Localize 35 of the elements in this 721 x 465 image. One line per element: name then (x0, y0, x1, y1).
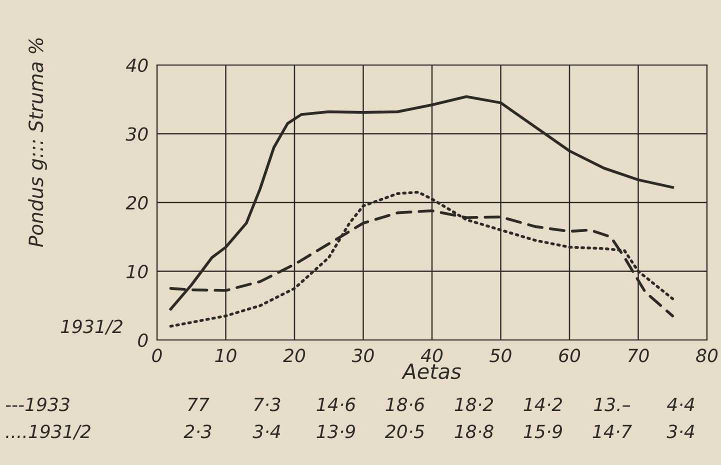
y-tick-label: 0 (138, 333, 148, 348)
x-tick-label: 20 (283, 348, 306, 362)
x-tick-label: 0 (152, 348, 162, 362)
y-tick-label: 30 (126, 127, 148, 141)
x-tick-label: 60 (559, 348, 580, 362)
text: 18·6 (386, 398, 424, 412)
text: 20·5 (384, 424, 424, 438)
x-axis-title: Aetas (401, 364, 461, 380)
text: 15·9 (524, 424, 562, 438)
y-axis-title: Pondus g::: Struma % (28, 38, 47, 247)
text: 14·6 (316, 398, 356, 412)
x-tick-label: 30 (352, 348, 374, 362)
text: 18·2 (454, 398, 493, 412)
text: 4·4 (666, 398, 694, 411)
text: 13·9 (316, 424, 355, 438)
text: 14·2 (524, 398, 562, 411)
x-tick-label: 50 (490, 348, 512, 362)
x-tick-label: 40 (420, 348, 443, 362)
text: 18·8 (454, 424, 494, 438)
text: 2·3 (184, 424, 212, 438)
text: 3·4 (252, 424, 280, 438)
text: 14·7 (592, 424, 632, 438)
y-tick-label: 20 (126, 196, 148, 210)
text: 77 (188, 398, 210, 411)
y-tick-label: 10 (126, 264, 148, 278)
text: ....1931/2 (6, 424, 90, 440)
text: 13.– (594, 398, 630, 412)
x-tick-label: 70 (628, 348, 649, 362)
y-tick-label: 40 (126, 58, 148, 72)
x-tick-label: 80 (696, 348, 718, 362)
text: ---1933 (6, 398, 70, 412)
text: 7·3 (254, 398, 280, 412)
text: 1931/2 (60, 320, 122, 335)
text: 3·4 (666, 424, 694, 438)
x-tick-label: 10 (215, 348, 236, 362)
